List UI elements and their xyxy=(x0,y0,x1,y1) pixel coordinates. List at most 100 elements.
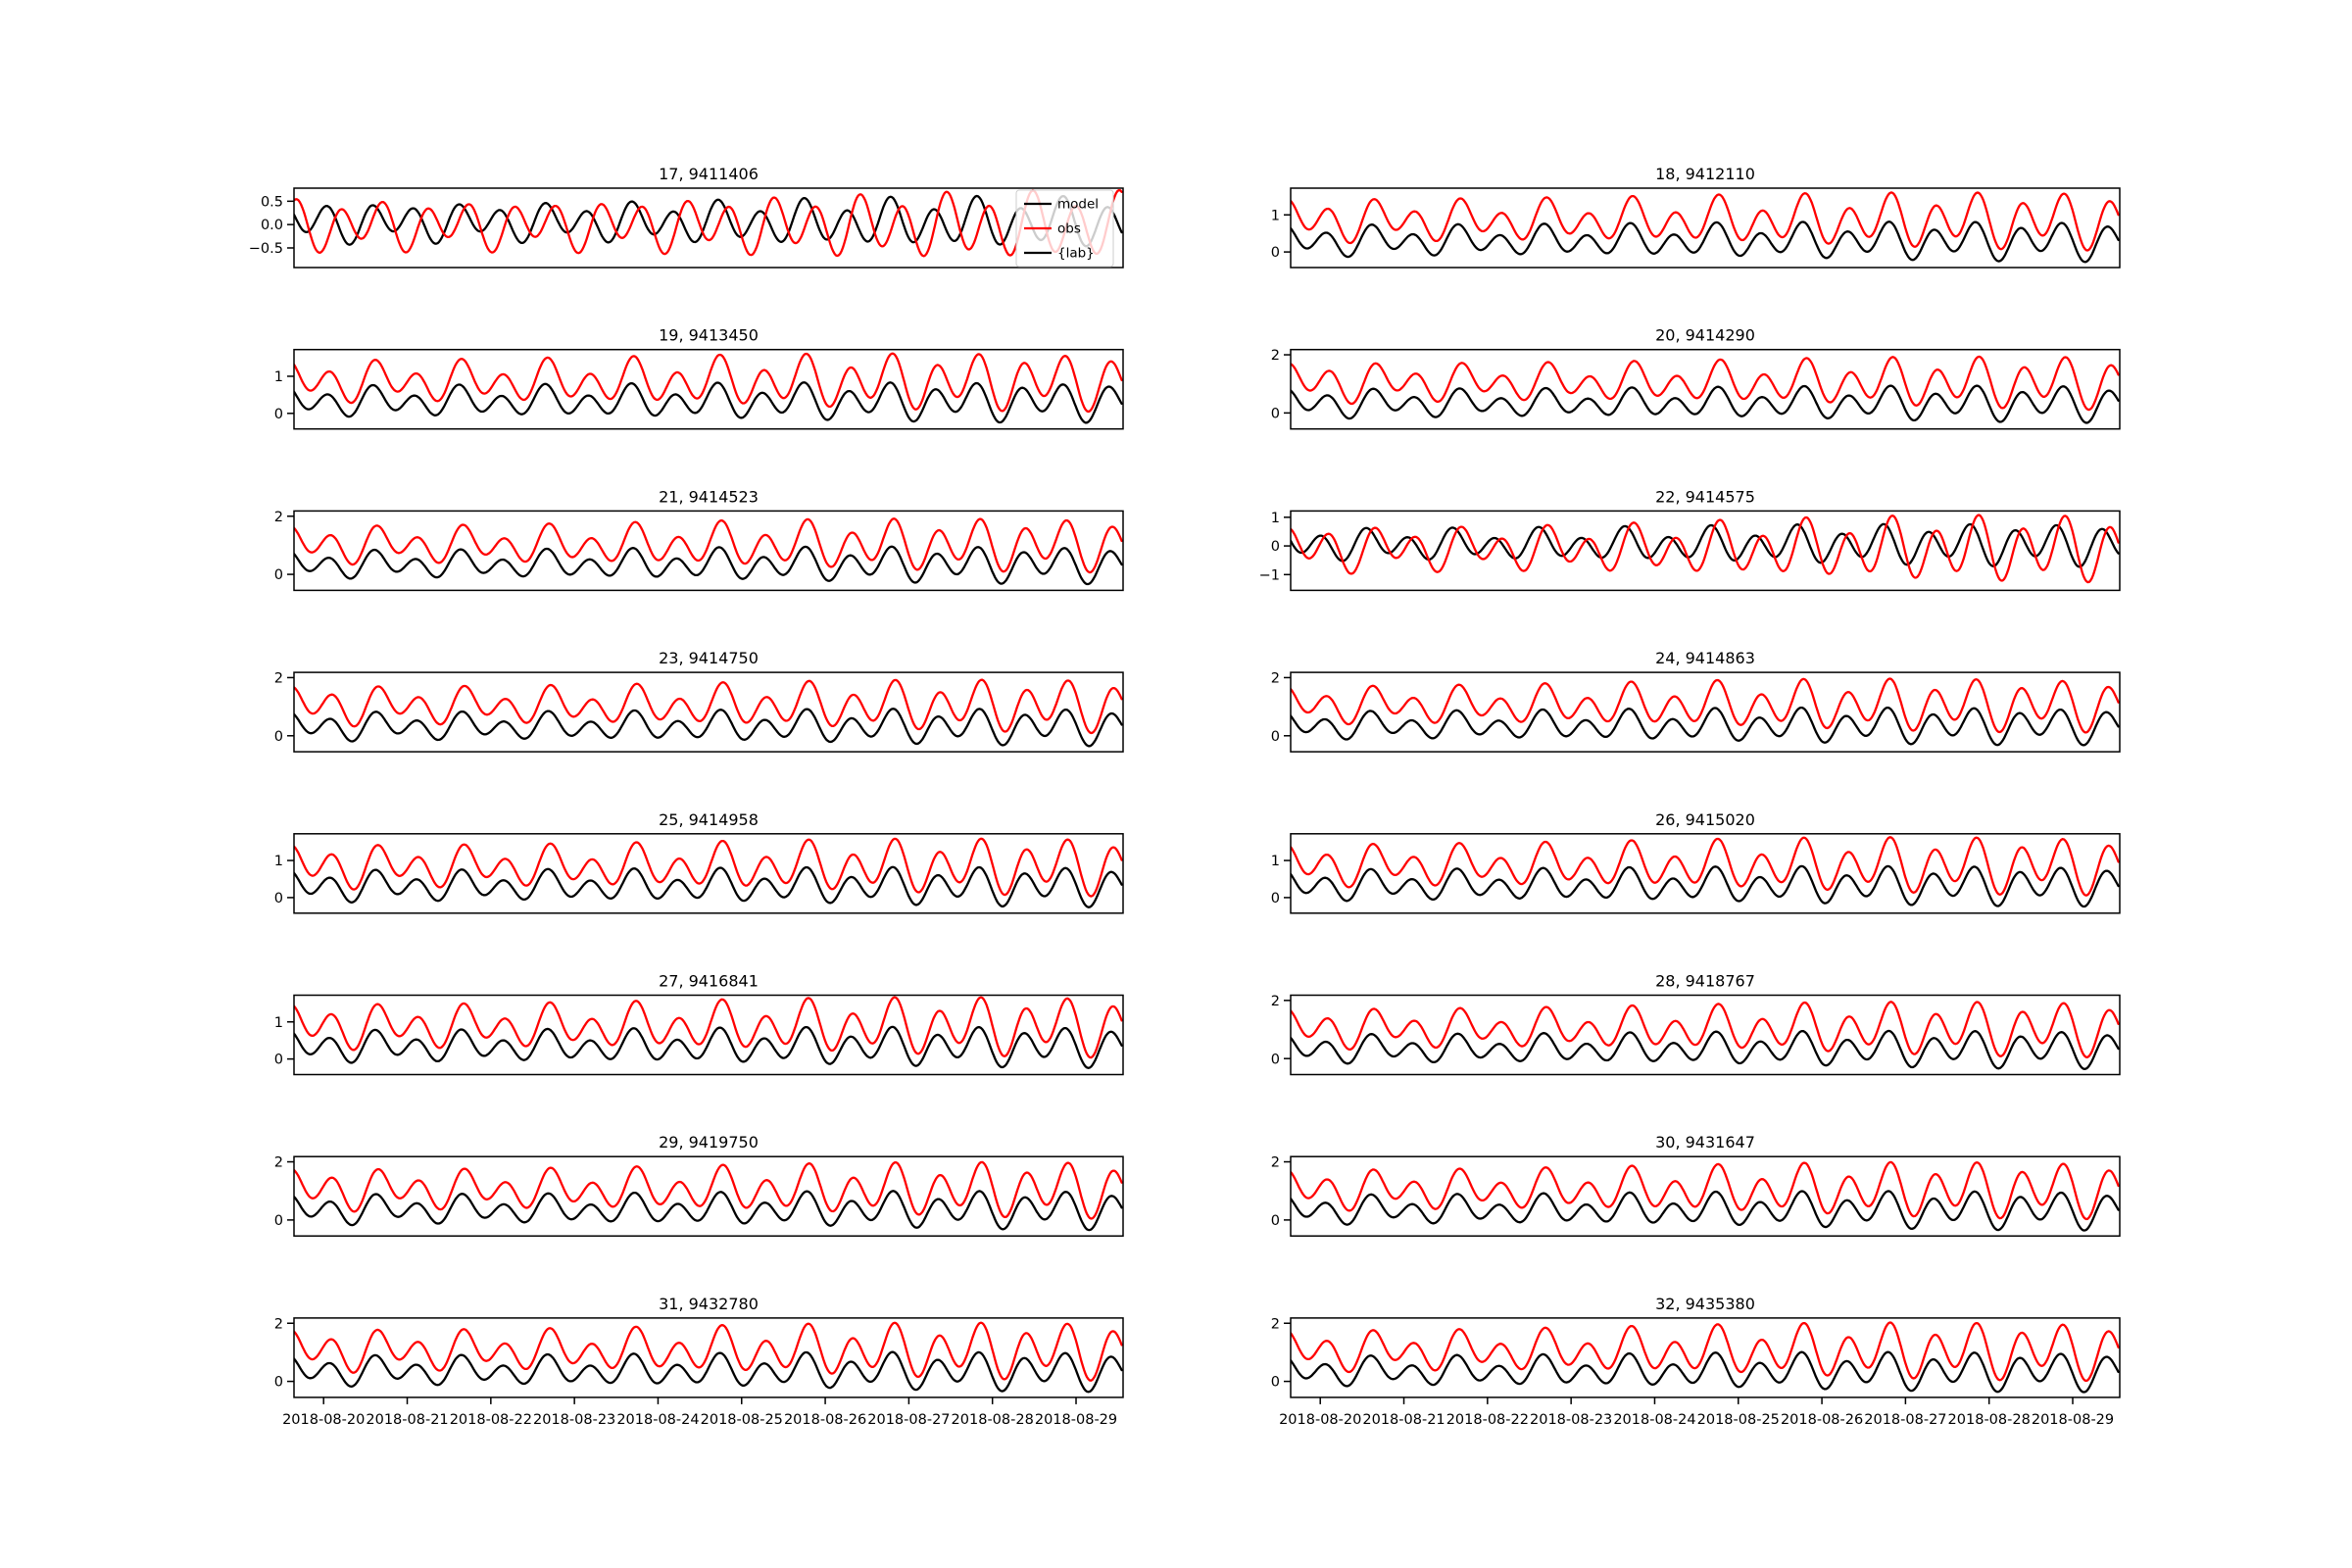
series-model-line xyxy=(294,708,1123,748)
x-tick-label: 2018-08-24 xyxy=(1613,1412,1695,1428)
y-tick-label: 2 xyxy=(1271,348,1280,364)
x-tick-label: 2018-08-27 xyxy=(867,1412,950,1428)
x-tick-label: 2018-08-26 xyxy=(1781,1412,1863,1428)
y-tick-label: 0 xyxy=(274,729,283,745)
axes-frame xyxy=(293,348,1124,430)
y-tick-label: 0 xyxy=(1271,1375,1280,1391)
series-obs-line xyxy=(294,352,1123,414)
x-tick-label: 2018-08-22 xyxy=(450,1412,532,1428)
x-tick-label: 2018-08-22 xyxy=(1446,1412,1529,1428)
axes-frame xyxy=(293,994,1124,1076)
subplot-title: 32, 9435380 xyxy=(1655,1295,1755,1313)
subplot-27-9416841: 27, 9416841 1 0 xyxy=(274,972,1124,1076)
x-tick-label: 2018-08-21 xyxy=(1362,1412,1445,1428)
y-tick-label: 2 xyxy=(274,1155,283,1171)
subplot-title: 23, 9414750 xyxy=(659,649,759,667)
subplot-23-9414750: 23, 9414750 2 0 xyxy=(274,649,1124,753)
subplot-21-9414523: 21, 9414523 2 0 xyxy=(274,487,1124,592)
series-obs-line xyxy=(294,1321,1123,1382)
x-tick-label: 2018-08-21 xyxy=(366,1412,448,1428)
y-tick-label: 1 xyxy=(274,1015,283,1031)
subplot-title: 22, 9414575 xyxy=(1655,487,1755,506)
axes-frame xyxy=(293,833,1124,914)
y-tick-label: 0 xyxy=(274,1053,283,1068)
series-obs-line xyxy=(1291,514,2120,584)
series-obs-line xyxy=(294,837,1123,898)
axes-frame xyxy=(293,510,1124,592)
y-tick-label: 0 xyxy=(1271,1052,1280,1067)
y-tick-label: 2 xyxy=(1271,1155,1280,1171)
y-tick-label: 1 xyxy=(274,854,283,869)
series-obs-line xyxy=(294,517,1123,574)
x-tick-label: 2018-08-25 xyxy=(1697,1412,1780,1428)
series-obs-line xyxy=(294,188,1123,258)
axes-frame xyxy=(1290,671,2121,753)
x-tick-label: 2018-08-20 xyxy=(1279,1412,1361,1428)
series-obs-line xyxy=(1291,191,2120,252)
y-tick-label: 0 xyxy=(1271,1213,1280,1229)
y-tick-label: 1 xyxy=(1271,511,1280,526)
subplot-title: 21, 9414523 xyxy=(659,487,759,506)
x-tick-label: 2018-08-27 xyxy=(1864,1412,1946,1428)
subplot-title: 19, 9413450 xyxy=(659,326,759,345)
legend-label: obs xyxy=(1057,221,1081,237)
y-tick-label: −1 xyxy=(1259,567,1280,583)
x-tick-label: 2018-08-29 xyxy=(1035,1412,1117,1428)
subplot-title: 20, 9414290 xyxy=(1655,326,1755,345)
y-tick-label: 0 xyxy=(274,567,283,583)
subplot-19-9413450: 19, 9413450 1 0 xyxy=(274,326,1124,430)
subplot-26-9415020: 26, 9415020 1 0 xyxy=(1271,810,2121,914)
y-tick-label: 0 xyxy=(274,1375,283,1391)
subplot-30-9431647: 30, 9431647 2 0 xyxy=(1271,1133,2121,1237)
series-model-line xyxy=(1291,864,2120,908)
axes-frame xyxy=(1290,187,2121,269)
subplot-title: 29, 9419750 xyxy=(659,1133,759,1152)
x-tick-label: 2018-08-20 xyxy=(282,1412,365,1428)
series-obs-line xyxy=(294,996,1123,1059)
y-tick-label: 2 xyxy=(274,671,283,687)
series-obs-line xyxy=(294,1160,1123,1220)
subplot-title: 28, 9418767 xyxy=(1655,972,1755,991)
series-model-line xyxy=(294,1190,1123,1232)
axes-frame xyxy=(1290,994,2121,1076)
y-tick-label: 0 xyxy=(1271,891,1280,906)
subplot-18-9412110: 18, 9412110 1 0 xyxy=(1271,165,2121,269)
y-tick-label: 2 xyxy=(274,510,283,525)
series-obs-line xyxy=(1291,1160,2120,1221)
legend-label: model xyxy=(1057,197,1099,213)
axes-frame xyxy=(1290,1155,2121,1237)
subplot-title: 26, 9415020 xyxy=(1655,810,1755,829)
y-tick-label: 2 xyxy=(1271,994,1280,1009)
series-model-line xyxy=(294,865,1123,908)
series-obs-line xyxy=(1291,1001,2120,1058)
y-tick-label: 0 xyxy=(1271,539,1280,555)
series-model-line xyxy=(1291,706,2120,747)
series-model-line xyxy=(294,1025,1123,1069)
series-obs-line xyxy=(1291,677,2120,734)
y-tick-label: 0.0 xyxy=(261,218,283,233)
y-tick-label: 0 xyxy=(274,1213,283,1229)
y-tick-label: 2 xyxy=(274,1316,283,1332)
axes-frame xyxy=(1290,510,2121,592)
series-model-line xyxy=(294,381,1123,424)
series-obs-line xyxy=(294,678,1123,735)
y-tick-label: 0 xyxy=(1271,729,1280,745)
y-tick-label: 0 xyxy=(1271,245,1280,261)
series-obs-line xyxy=(1291,355,2120,412)
legend: model obs {lab} xyxy=(1015,189,1114,268)
y-tick-label: −0.5 xyxy=(249,241,283,257)
series-obs-line xyxy=(1291,836,2120,897)
series-model-line xyxy=(294,1350,1123,1394)
subplot-title: 25, 9414958 xyxy=(659,810,759,829)
series-model-line xyxy=(1291,384,2120,424)
legend-label: {lab} xyxy=(1057,246,1095,262)
y-tick-label: 1 xyxy=(1271,208,1280,223)
subplot-24-9414863: 24, 9414863 2 0 xyxy=(1271,649,2121,753)
x-tick-label: 2018-08-28 xyxy=(1948,1412,2031,1428)
subplot-title: 31, 9432780 xyxy=(659,1295,759,1313)
series-model-line xyxy=(1291,1029,2120,1070)
y-tick-label: 1 xyxy=(1271,854,1280,869)
axes-frame xyxy=(293,1317,1124,1398)
y-tick-label: 1 xyxy=(274,369,283,385)
